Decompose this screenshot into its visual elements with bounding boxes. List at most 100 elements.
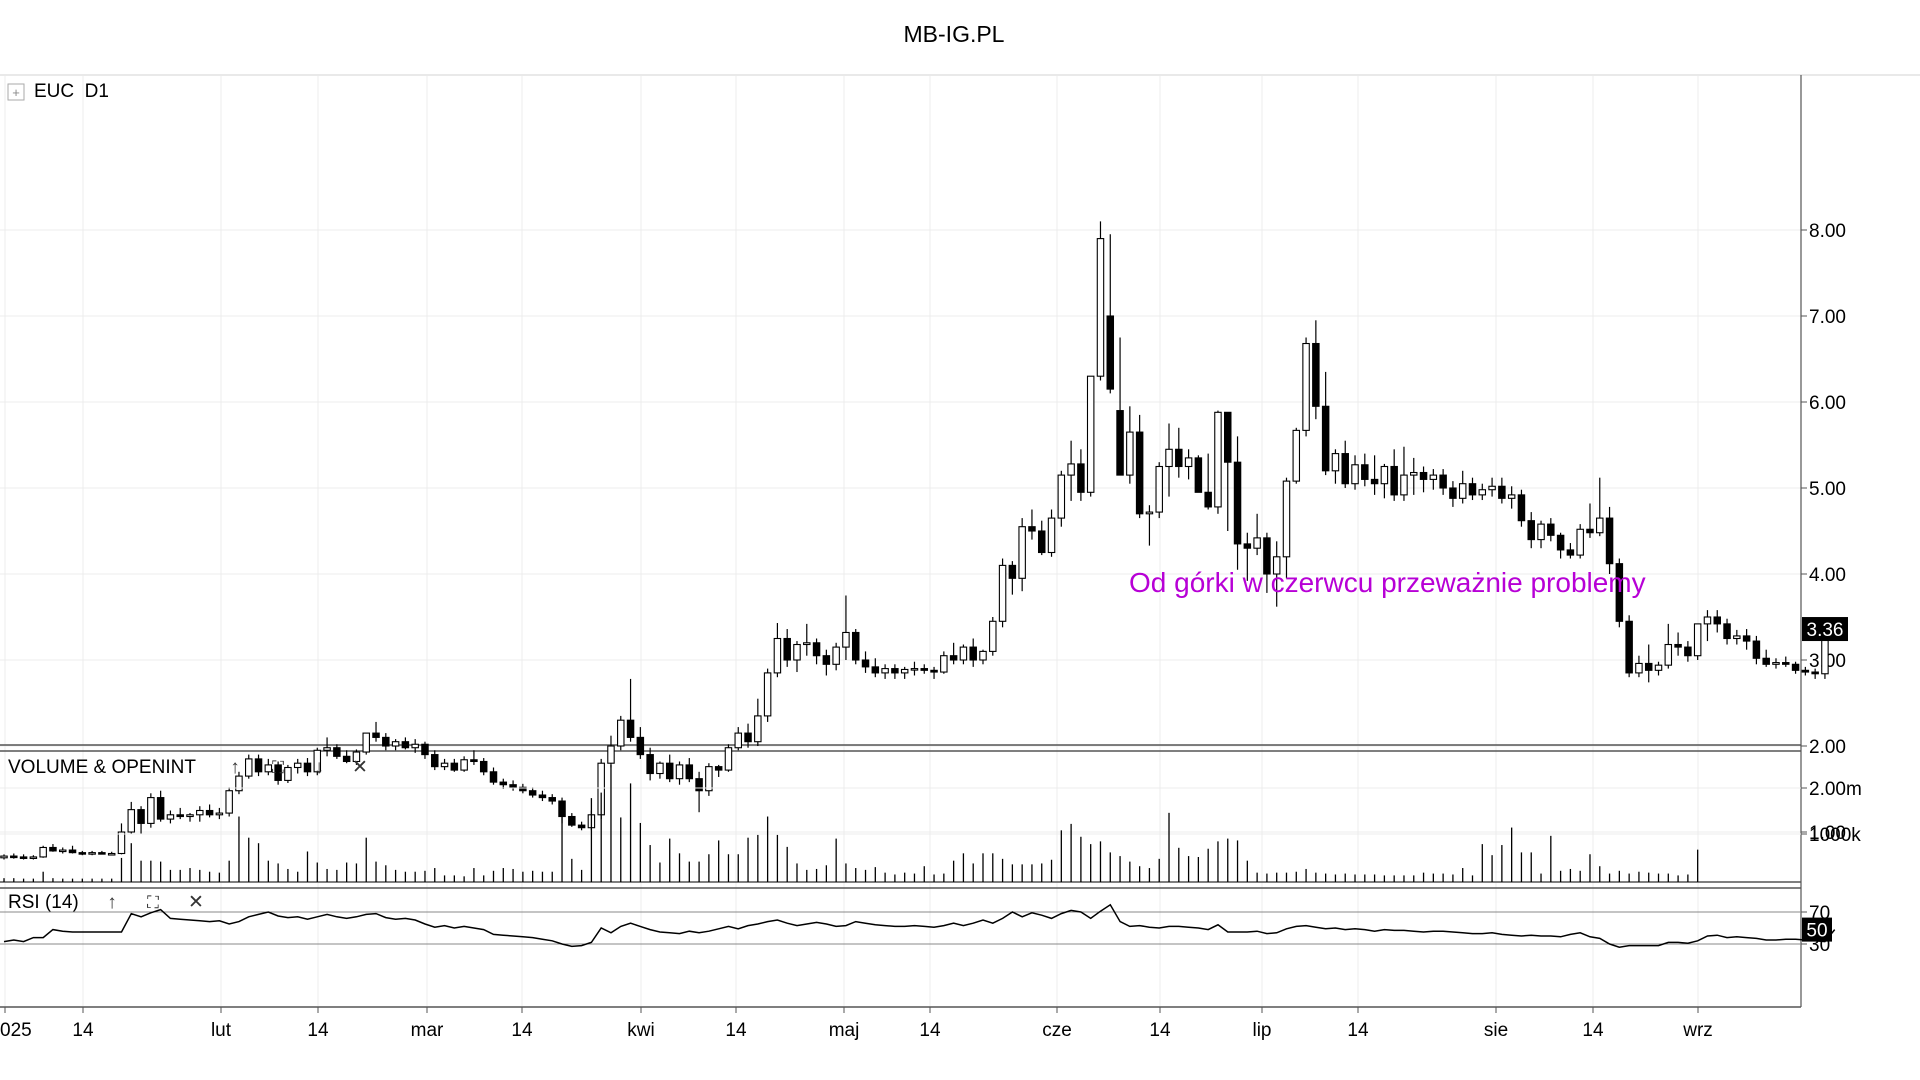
- candle-body: [1439, 474, 1447, 489]
- candle-body: [734, 732, 742, 749]
- candle-body: [323, 747, 331, 751]
- candle: [117, 823, 126, 855]
- candle-body: [803, 642, 811, 646]
- candle-body: [989, 620, 997, 652]
- candle: [626, 678, 635, 742]
- candle-body: [225, 790, 233, 814]
- candle: [1126, 406, 1134, 484]
- candle: [959, 644, 968, 665]
- candle-body: [1625, 620, 1633, 674]
- candle: [910, 661, 919, 676]
- candle-body: [1370, 478, 1379, 485]
- candle: [881, 664, 889, 679]
- candle: [793, 641, 801, 673]
- candle: [1468, 477, 1477, 501]
- candle: [88, 850, 96, 856]
- candle-body: [891, 668, 899, 674]
- candle-body: [479, 760, 488, 773]
- candle-body: [695, 778, 703, 792]
- x-tick-label: 14: [1582, 1020, 1604, 1041]
- candle: [1331, 449, 1340, 484]
- expand-toggle-icon[interactable]: [7, 83, 25, 101]
- candle: [1615, 558, 1624, 628]
- candle: [382, 733, 390, 751]
- candle-body: [842, 631, 850, 648]
- candle: [1556, 532, 1565, 559]
- candle: [1175, 427, 1183, 478]
- maximize-icon[interactable]: ⛶: [272, 758, 284, 777]
- x-tick-label: cze: [1042, 1020, 1072, 1041]
- candle-body: [1184, 457, 1193, 468]
- candle-body: [979, 650, 987, 661]
- candle-body: [39, 846, 47, 858]
- rsi-last-badge-bg: [1802, 917, 1832, 942]
- candle-body: [548, 797, 556, 802]
- candle-body: [714, 766, 723, 771]
- candle-body: [29, 856, 38, 859]
- volume-gridlines: [0, 787, 1801, 835]
- candle: [147, 793, 155, 828]
- price-panel-label: EUC D1: [34, 81, 109, 102]
- x-tick-label: wrz: [1682, 1020, 1713, 1041]
- candle-body: [1126, 431, 1134, 476]
- candle-body: [1635, 662, 1643, 674]
- y-tick-label: 1000k: [1809, 825, 1861, 846]
- candle-body: [1253, 537, 1261, 549]
- candle-body: [1654, 664, 1663, 671]
- candle: [1478, 483, 1487, 501]
- rsi-line: [3, 903, 1836, 948]
- candle-body: [1547, 523, 1555, 536]
- candle-body: [1292, 429, 1301, 482]
- candle: [78, 850, 87, 856]
- candle-body: [910, 668, 919, 671]
- close-icon[interactable]: ✕: [188, 892, 204, 913]
- candle-body: [1537, 523, 1545, 541]
- candle: [39, 845, 47, 858]
- candle-body: [665, 762, 674, 780]
- candle: [1361, 453, 1369, 487]
- x-tick-label: mar: [411, 1020, 444, 1041]
- candle: [617, 715, 625, 751]
- candle-body: [450, 762, 459, 771]
- candle-body: [1742, 635, 1751, 642]
- candle-body: [382, 736, 390, 747]
- candle: [1184, 449, 1193, 480]
- candle-body: [274, 764, 282, 781]
- candle-body: [724, 747, 733, 771]
- candle: [1791, 661, 1800, 674]
- candle: [665, 754, 674, 783]
- candle: [1400, 446, 1408, 501]
- move-up-icon[interactable]: ↑: [230, 757, 240, 778]
- candle: [1380, 463, 1389, 499]
- candle: [470, 750, 478, 765]
- candle: [342, 750, 351, 764]
- candle: [1086, 375, 1095, 497]
- candle-body: [499, 781, 508, 786]
- candle: [1282, 477, 1291, 579]
- maximize-icon[interactable]: ⛶: [147, 893, 159, 912]
- candle-body: [1507, 494, 1516, 499]
- candle: [1576, 524, 1584, 559]
- move-down-icon[interactable]: ↓: [314, 757, 324, 778]
- move-up-icon[interactable]: ↑: [107, 892, 117, 913]
- candle: [636, 727, 645, 759]
- candle: [1243, 532, 1252, 581]
- candle-body: [881, 668, 889, 674]
- close-icon[interactable]: ✕: [352, 757, 368, 778]
- candle-body: [1302, 342, 1310, 431]
- candle: [264, 758, 273, 776]
- candle-body: [489, 771, 498, 783]
- y-tick-label: 4.00: [1809, 565, 1846, 586]
- candle-body: [1801, 669, 1810, 673]
- rsi-last-value: 50: [1806, 921, 1827, 942]
- candle-body: [1762, 657, 1770, 665]
- candle: [274, 761, 282, 785]
- candle-body: [1488, 485, 1496, 491]
- candle: [842, 595, 850, 660]
- candle-body: [1782, 662, 1790, 665]
- candle-body: [78, 852, 87, 855]
- candle: [1008, 561, 1017, 595]
- candle: [1625, 615, 1633, 678]
- candle: [107, 851, 116, 856]
